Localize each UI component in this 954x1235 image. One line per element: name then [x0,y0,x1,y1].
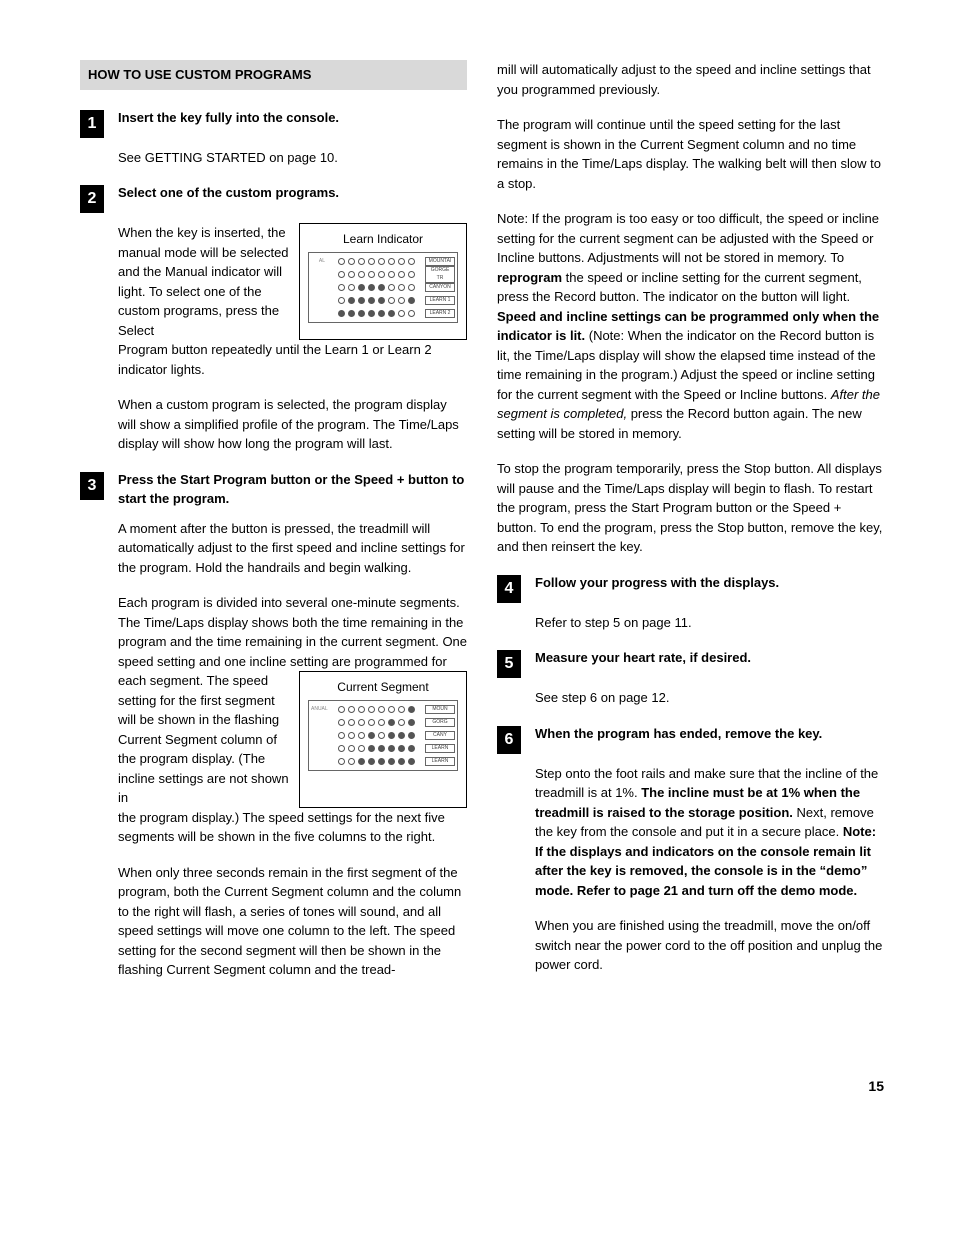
step-2-side-text: When the key is inserted, the manual mod… [118,223,289,340]
step-3-p2a: Each program is divided into several one… [80,593,467,671]
step-5-title: Measure your heart rate, if desired. [535,648,884,668]
right-cont-p4: To stop the program temporarily, press t… [497,459,884,557]
step-3-rest: the program display.) The speed settings… [80,808,467,847]
step-6-p1: Step onto the foot rails and make sure t… [497,764,884,901]
step-3-p3: When only three seconds remain in the fi… [80,863,467,980]
step-1: 1 Insert the key fully into the console. [80,108,467,138]
step-6-p2: When you are finished using the treadmil… [497,916,884,975]
step-3-title: Press the Start Program button or the Sp… [118,470,467,509]
step-3: 3 Press the Start Program button or the … [80,470,467,509]
step-2-p2: When a custom program is selected, the p… [80,395,467,454]
step-num-5: 5 [497,650,521,678]
step-4-p1: Refer to step 5 on page 11. [497,613,884,633]
step-2-rest: Program button repeatedly until the Lear… [80,340,467,379]
right-cont-p2: The program will continue until the spee… [497,115,884,193]
step-2: 2 Select one of the custom programs. [80,183,467,213]
step-5: 5 Measure your heart rate, if desired. [497,648,884,678]
step-num-4: 4 [497,575,521,603]
step-2-title: Select one of the custom programs. [118,183,467,203]
step-6-title: When the program has ended, remove the k… [535,724,884,744]
current-segment-fig: Current Segment ANUALMOUNGORGCANYLEARNLE… [299,671,467,808]
step-num-3: 3 [80,472,104,500]
page-number: 15 [80,1076,884,1097]
step-3-side-text: each segment. The speed setting for the … [118,671,289,808]
step-1-p1: See GETTING STARTED on page 10. [80,148,467,168]
section-header: HOW TO USE CUSTOM PROGRAMS [80,60,467,90]
step-num-6: 6 [497,726,521,754]
step-num-1: 1 [80,110,104,138]
right-cont-p3: Note: If the program is too easy or too … [497,209,884,443]
learn-indicator-fig: Learn Indicator ALMOUNTAIGORGE TRCANYONL… [299,223,467,340]
step-1-title: Insert the key fully into the console. [118,108,467,128]
current-segment-label: Current Segment [308,678,458,696]
step-3-p1: A moment after the button is pressed, th… [80,519,467,578]
step-6: 6 When the program has ended, remove the… [497,724,884,754]
step-4: 4 Follow your progress with the displays… [497,573,884,603]
step-5-p1: See step 6 on page 12. [497,688,884,708]
step-num-2: 2 [80,185,104,213]
step-4-title: Follow your progress with the displays. [535,573,884,593]
right-cont-p1: mill will automatically adjust to the sp… [497,60,884,99]
learn-indicator-label: Learn Indicator [308,230,458,248]
